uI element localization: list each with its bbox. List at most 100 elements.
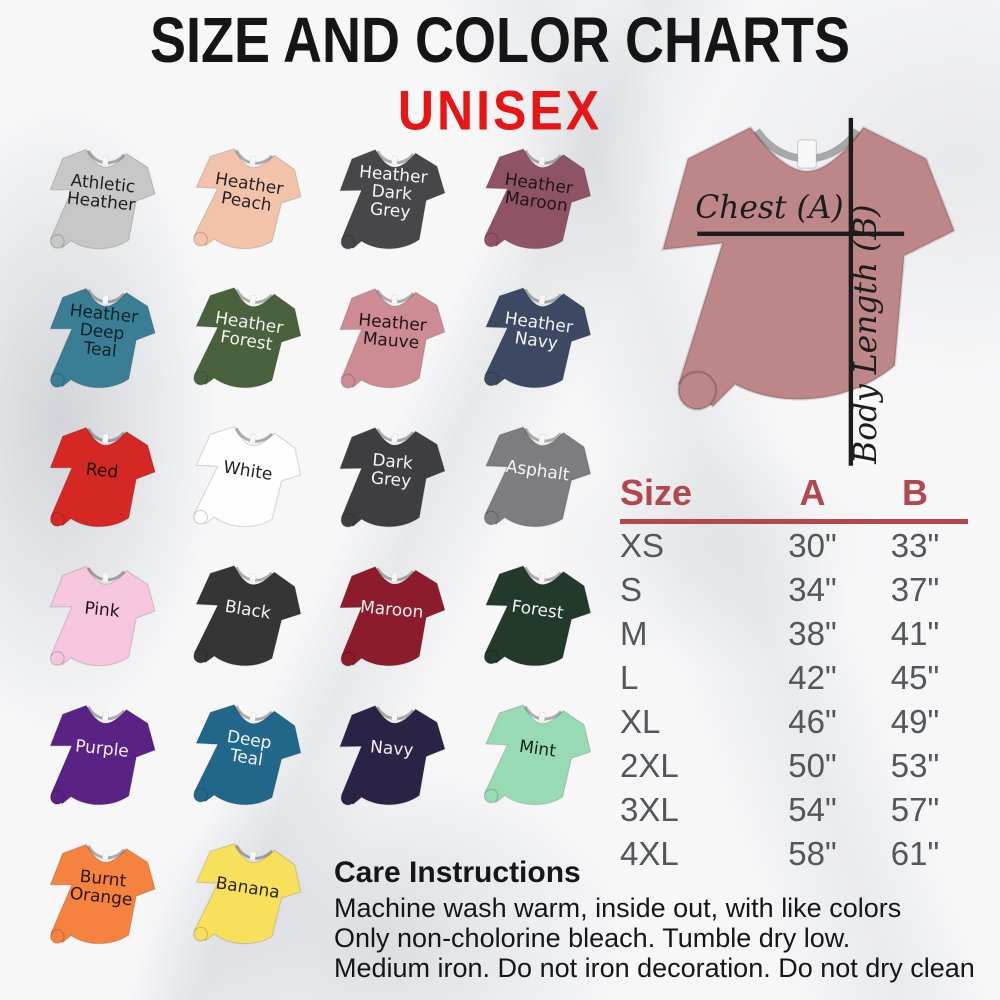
size-row-2xl: 2XL 50" 53" — [620, 744, 968, 788]
shirt-swatch-white: White — [173, 416, 318, 555]
chest-a-cell: 30" — [788, 527, 837, 564]
knot — [483, 788, 499, 804]
neck-tag — [102, 155, 109, 166]
tshirt-icon — [193, 565, 302, 667]
shirt-swatch-heather-maroon: Heather Maroon — [463, 138, 608, 277]
shirt-swatch-black: Black — [173, 555, 318, 694]
shirt-color-label: Heather Dark Grey — [358, 162, 429, 223]
knot — [340, 512, 356, 528]
tshirt-icon — [49, 426, 156, 528]
neck-tag — [391, 711, 398, 722]
knot — [483, 232, 499, 248]
neck-tag — [538, 155, 546, 166]
knot — [50, 651, 65, 666]
header-b: B — [902, 472, 928, 513]
shirt-swatch-burnt-orange: Burnt Orange — [28, 833, 173, 972]
measurement-shirt-graphic: Chest (A) Body Length (B) — [661, 117, 956, 466]
size-cell: S — [620, 571, 643, 608]
size-cell: XS — [620, 527, 665, 564]
shirt-color-label: Red — [84, 459, 120, 483]
neck-tag — [391, 433, 398, 444]
shirt-color-label: Athletic Heather — [65, 171, 137, 216]
shirt-swatch-heather-mauve: Heather Mauve — [318, 277, 463, 416]
length-b-cell: 41" — [890, 615, 940, 652]
length-b-cell: 37" — [890, 571, 940, 608]
knot — [483, 371, 499, 387]
tshirt-icon — [483, 148, 592, 250]
tshirt-icon — [49, 148, 156, 250]
tshirt-icon — [49, 704, 156, 806]
shirt-swatch-deep-teal: Deep Teal — [173, 694, 318, 833]
neck-tag — [102, 433, 109, 444]
tshirt-icon — [483, 426, 592, 528]
page-subtitle: UNISEX — [397, 79, 603, 142]
chest-a-cell: 54" — [788, 791, 837, 828]
shirt-color-label: Navy — [369, 737, 415, 762]
size-cell: 4XL — [620, 835, 679, 872]
neck-tag — [249, 294, 257, 305]
tshirt-icon — [339, 705, 446, 806]
shirt-color-label: Pink — [83, 598, 121, 623]
shirt-swatch-mint: Mint — [463, 694, 608, 833]
neck-tag — [538, 294, 546, 305]
knot — [193, 509, 208, 525]
knot — [50, 234, 65, 249]
shirt-swatch-asphalt: Asphalt — [463, 416, 608, 555]
knot — [193, 370, 208, 386]
size-cell: M — [620, 615, 648, 652]
shirt-swatch-purple: Purple — [28, 694, 173, 833]
chest-a-cell: 34" — [788, 571, 837, 608]
knot — [483, 510, 499, 526]
care-line-2: Only non-cholorine bleach. Tumble dry lo… — [334, 923, 851, 954]
neck-tag — [796, 139, 818, 169]
knot — [50, 790, 65, 805]
size-chart-header: Size A B — [620, 472, 968, 524]
neck-tag — [391, 294, 398, 305]
shirt-swatch-heather-navy: Heather Navy — [463, 277, 608, 416]
length-b-cell: 53" — [890, 747, 940, 784]
tshirt-icon — [339, 149, 446, 250]
size-row-xl: XL 46" 49" — [620, 700, 968, 744]
tshirt-icon — [193, 287, 302, 389]
tshirt-icon — [49, 843, 156, 945]
knot — [50, 373, 65, 388]
shirt-swatch-heather-dark-grey: Heather Dark Grey — [318, 138, 463, 277]
tshirt-icon — [483, 565, 592, 667]
tshirt-icon — [339, 288, 446, 389]
chest-a-cell: 58" — [788, 835, 837, 872]
knot — [193, 231, 208, 247]
neck-tag — [538, 572, 546, 583]
knot — [340, 651, 356, 667]
size-cell: 3XL — [620, 791, 679, 828]
shirt-swatch-heather-peach: Heather Peach — [173, 138, 318, 277]
chest-a-cell: 46" — [788, 703, 837, 740]
tshirt-icon — [483, 704, 592, 806]
shirt-swatch-athletic-heather: Athletic Heather — [28, 138, 173, 277]
neck-tag — [391, 572, 398, 583]
chest-a-cell: 50" — [788, 747, 837, 784]
body-length-label: Body Length (B) — [848, 204, 884, 464]
neck-tag — [249, 433, 257, 444]
neck-tag — [249, 711, 257, 722]
knot — [340, 790, 356, 806]
shirt-swatch-navy: Navy — [318, 694, 463, 833]
shirt-swatch-red: Red — [28, 416, 173, 555]
neck-tag — [538, 711, 546, 722]
care-line-3: Medium iron. Do not iron decoration. Do … — [334, 953, 975, 984]
knot — [193, 926, 208, 942]
neck-tag — [102, 294, 109, 305]
neck-tag — [249, 155, 257, 166]
length-b-cell: 57" — [890, 791, 940, 828]
knot — [340, 373, 356, 389]
length-b-cell: 61" — [890, 835, 940, 872]
knot — [340, 234, 356, 250]
tshirt-icon — [49, 287, 156, 389]
size-row-4xl: 4XL 58" 61" — [620, 832, 968, 876]
knot — [483, 649, 499, 665]
tshirt-icon — [193, 843, 302, 945]
measurement-shirt: Chest (A) Body Length (B) — [612, 96, 1000, 472]
neck-tag — [249, 572, 257, 583]
size-row-m: M 38" 41" — [620, 612, 968, 656]
care-line-1: Machine wash warm, inside out, with like… — [334, 893, 902, 923]
